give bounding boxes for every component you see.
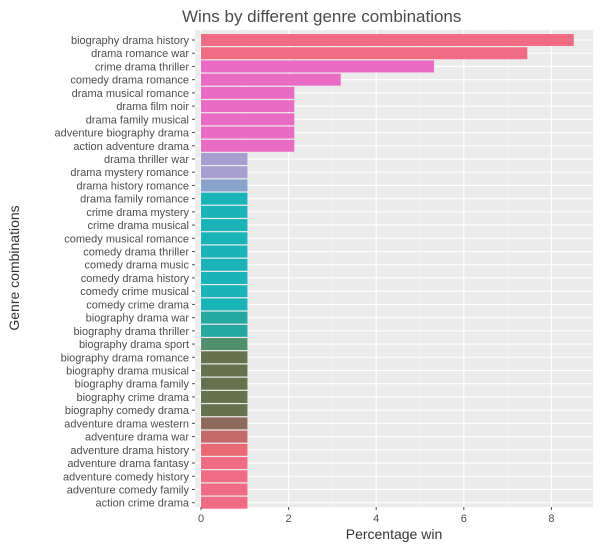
y-tick-label: comedy drama thriller bbox=[83, 247, 189, 259]
y-tick-label: crime drama musical bbox=[88, 220, 189, 232]
bar bbox=[201, 470, 248, 483]
y-tick-label: adventure comedy family bbox=[67, 484, 190, 496]
x-tick-label: 8 bbox=[548, 513, 554, 525]
bar bbox=[201, 219, 248, 232]
bar bbox=[201, 86, 295, 99]
bar bbox=[201, 483, 248, 496]
bar bbox=[201, 496, 248, 509]
y-tick-label: drama family musical bbox=[86, 114, 189, 126]
y-tick-label: adventure drama fantasy bbox=[67, 458, 189, 470]
y-tick-label: drama family romance bbox=[80, 194, 189, 206]
bar bbox=[201, 166, 248, 179]
bar bbox=[201, 179, 248, 192]
y-tick-label: drama mystery romance bbox=[70, 167, 189, 179]
y-tick-label: biography drama thriller bbox=[73, 326, 189, 338]
bar bbox=[201, 245, 248, 258]
x-tick-label: 6 bbox=[461, 513, 467, 525]
x-tick-label: 4 bbox=[373, 513, 379, 525]
bar bbox=[201, 377, 248, 390]
bar bbox=[201, 139, 295, 152]
y-tick-label: comedy crime musical bbox=[80, 286, 189, 298]
x-axis-title: Percentage win bbox=[346, 526, 443, 542]
x-tick-label: 2 bbox=[286, 513, 292, 525]
y-tick-label: adventure biography drama bbox=[54, 128, 189, 140]
x-tick-labels: 0 2 4 6 8 bbox=[198, 507, 554, 525]
y-tick-label: drama thriller war bbox=[104, 154, 189, 166]
y-tick-label: biography drama sport bbox=[79, 339, 189, 351]
y-tick-label: comedy crime drama bbox=[86, 299, 190, 311]
y-tick-label: biography drama family bbox=[75, 379, 190, 391]
bar bbox=[201, 351, 248, 364]
bar bbox=[201, 60, 435, 73]
y-tick-label: comedy musical romance bbox=[64, 233, 189, 245]
bar bbox=[201, 126, 295, 139]
bar bbox=[201, 338, 248, 351]
bar bbox=[201, 324, 248, 337]
bar bbox=[201, 152, 248, 165]
y-tick-label: comedy drama romance bbox=[70, 75, 189, 87]
y-axis-title: Genre combinations bbox=[6, 205, 22, 330]
y-tick-label: crime drama mystery bbox=[86, 207, 189, 219]
y-tick-label: adventure drama western bbox=[64, 418, 189, 430]
y-tick-label: adventure comedy history bbox=[63, 471, 189, 483]
y-tick-label: drama history romance bbox=[77, 180, 190, 192]
bar bbox=[201, 100, 295, 113]
x-tick-label: 0 bbox=[198, 513, 204, 525]
bar bbox=[201, 258, 248, 271]
y-tick-label: drama romance war bbox=[91, 48, 189, 60]
bar bbox=[201, 457, 248, 470]
bars bbox=[201, 34, 574, 509]
bar bbox=[201, 47, 528, 60]
bar bbox=[201, 232, 248, 245]
y-tick-label: drama musical romance bbox=[72, 88, 189, 100]
y-tick-label: comedy drama history bbox=[81, 273, 190, 285]
y-tick-label: biography crime drama bbox=[77, 392, 190, 404]
y-tick-label: biography drama history bbox=[71, 35, 190, 47]
bar bbox=[201, 34, 574, 46]
bar bbox=[201, 311, 248, 324]
y-tick-label: action crime drama bbox=[95, 498, 189, 510]
y-tick-label: biography drama romance bbox=[61, 352, 189, 364]
bar bbox=[201, 298, 248, 311]
bar bbox=[201, 192, 248, 205]
y-tick-label: comedy drama music bbox=[84, 260, 189, 272]
bar bbox=[201, 285, 248, 298]
y-tick-label: crime drama thriller bbox=[95, 61, 189, 73]
y-tick-label: adventure drama war bbox=[85, 432, 189, 444]
y-tick-label: biography comedy drama bbox=[65, 405, 190, 417]
y-tick-label: biography drama musical bbox=[66, 366, 189, 378]
bar bbox=[201, 443, 248, 456]
bar bbox=[201, 404, 248, 417]
chart-title: Wins by different genre combinations bbox=[182, 7, 461, 26]
bar bbox=[201, 73, 341, 86]
bar bbox=[201, 271, 248, 284]
bar bbox=[201, 205, 248, 218]
y-tick-label: adventure drama history bbox=[70, 445, 189, 457]
bar bbox=[201, 364, 248, 377]
bar bbox=[201, 430, 248, 443]
bar bbox=[201, 390, 248, 403]
bar bbox=[201, 113, 295, 126]
y-tick-label: drama film noir bbox=[116, 101, 189, 113]
y-tick-label: biography drama war bbox=[86, 313, 190, 325]
y-tick-label: action adventure drama bbox=[73, 141, 189, 153]
bar bbox=[201, 417, 248, 430]
